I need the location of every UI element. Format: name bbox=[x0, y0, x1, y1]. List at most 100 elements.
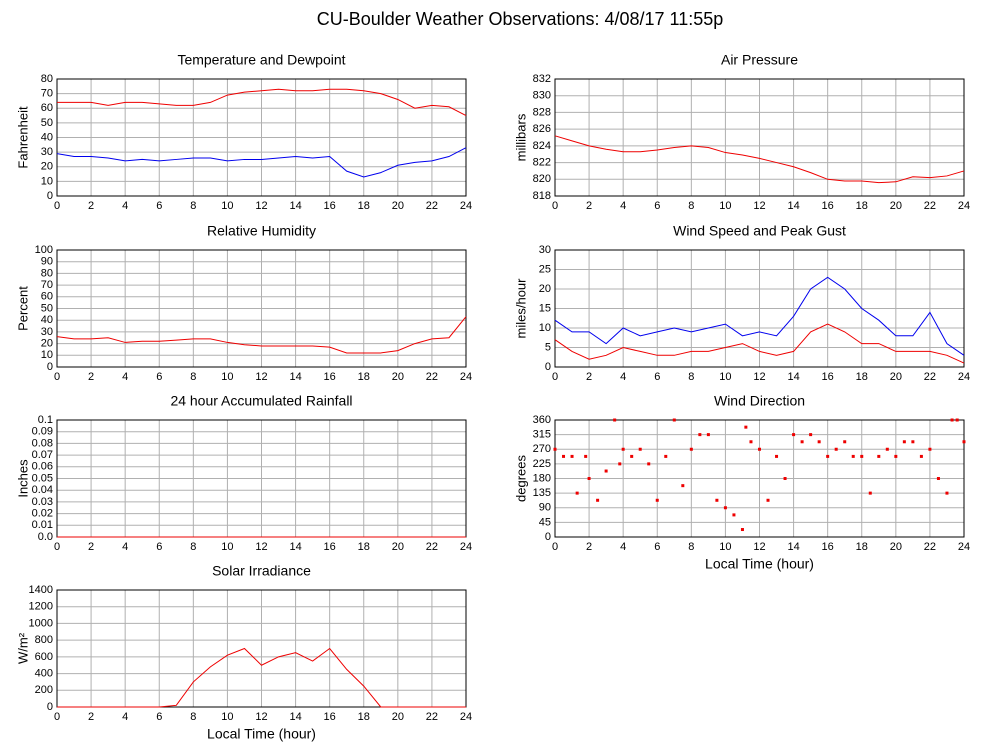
x-tick-label: 4 bbox=[122, 200, 128, 212]
x-tick-label: 12 bbox=[753, 541, 765, 553]
data-point bbox=[553, 447, 557, 451]
x-tick-label: 20 bbox=[890, 200, 902, 212]
y-tick-label: 0 bbox=[47, 701, 53, 713]
x-tick-label: 8 bbox=[688, 200, 694, 212]
y-tick-label: 30 bbox=[539, 244, 551, 256]
y-tick-label: 826 bbox=[533, 123, 551, 135]
data-point bbox=[672, 418, 676, 422]
x-tick-label: 16 bbox=[822, 200, 834, 212]
chart-title: 24 hour Accumulated Rainfall bbox=[170, 393, 352, 409]
data-point bbox=[604, 469, 608, 473]
x-tick-label: 2 bbox=[586, 541, 592, 553]
x-tick-label: 22 bbox=[426, 371, 438, 383]
x-tick-label: 20 bbox=[392, 711, 404, 723]
x-tick-label: 12 bbox=[255, 711, 267, 723]
x-tick-label: 18 bbox=[856, 200, 868, 212]
y-tick-label: 15 bbox=[539, 302, 551, 314]
data-point bbox=[570, 454, 574, 458]
x-tick-label: 22 bbox=[924, 371, 936, 383]
x-tick-label: 24 bbox=[460, 711, 472, 723]
x-tick-label: 14 bbox=[787, 200, 799, 212]
x-tick-label: 16 bbox=[324, 711, 336, 723]
y-axis-label: Percent bbox=[15, 286, 30, 331]
data-point bbox=[775, 454, 779, 458]
x-axis-label: Local Time (hour) bbox=[207, 726, 316, 742]
y-axis-label: Fahrenheit bbox=[15, 106, 30, 169]
y-tick-label: 180 bbox=[533, 472, 551, 484]
x-axis-label: Local Time (hour) bbox=[705, 556, 814, 572]
data-point bbox=[575, 491, 579, 495]
data-point bbox=[783, 477, 787, 480]
x-tick-label: 0 bbox=[552, 371, 558, 383]
x-tick-label: 18 bbox=[358, 711, 370, 723]
x-tick-label: 4 bbox=[620, 541, 626, 553]
y-tick-label: 20 bbox=[41, 338, 53, 350]
data-point bbox=[715, 498, 719, 502]
x-tick-label: 4 bbox=[122, 541, 128, 553]
x-tick-label: 20 bbox=[890, 541, 902, 553]
y-tick-label: 818 bbox=[533, 190, 551, 202]
data-point bbox=[919, 454, 923, 458]
y-tick-label: 0.09 bbox=[32, 426, 53, 438]
data-line bbox=[554, 276, 965, 356]
chart-title: Temperature and Dewpoint bbox=[177, 52, 345, 68]
y-tick-label: 50 bbox=[41, 117, 53, 129]
data-point bbox=[621, 447, 625, 451]
y-tick-label: 600 bbox=[35, 651, 53, 663]
data-line bbox=[554, 323, 965, 364]
y-tick-label: 70 bbox=[41, 279, 53, 291]
data-point bbox=[868, 491, 872, 495]
y-tick-label: 0.04 bbox=[32, 484, 53, 496]
x-tick-label: 2 bbox=[88, 711, 94, 723]
y-tick-label: 0.08 bbox=[32, 437, 53, 449]
data-point bbox=[732, 513, 736, 517]
y-tick-label: 0 bbox=[47, 190, 53, 202]
x-tick-label: 24 bbox=[958, 541, 970, 553]
x-tick-label: 0 bbox=[54, 541, 60, 553]
x-tick-label: 2 bbox=[88, 541, 94, 553]
y-tick-label: 0 bbox=[47, 361, 53, 373]
x-tick-label: 4 bbox=[620, 200, 626, 212]
y-tick-label: 0.02 bbox=[32, 508, 53, 520]
y-tick-label: 824 bbox=[533, 140, 551, 152]
y-tick-label: 1400 bbox=[29, 584, 53, 596]
x-tick-label: 8 bbox=[190, 711, 196, 723]
y-tick-label: 80 bbox=[41, 73, 53, 85]
y-tick-label: 45 bbox=[539, 516, 551, 528]
data-point bbox=[618, 462, 622, 466]
x-tick-label: 12 bbox=[255, 371, 267, 383]
y-tick-label: 20 bbox=[539, 283, 551, 295]
x-tick-label: 8 bbox=[688, 541, 694, 553]
y-tick-label: 1200 bbox=[29, 601, 53, 613]
data-point bbox=[596, 498, 600, 502]
x-tick-label: 10 bbox=[221, 371, 233, 383]
plot-frame bbox=[56, 589, 467, 708]
y-tick-label: 80 bbox=[41, 267, 53, 279]
x-tick-label: 16 bbox=[822, 371, 834, 383]
data-point bbox=[681, 484, 685, 488]
y-tick-label: 225 bbox=[533, 458, 551, 470]
data-point bbox=[817, 440, 821, 444]
data-point bbox=[766, 498, 770, 502]
x-tick-label: 18 bbox=[856, 541, 868, 553]
x-tick-label: 6 bbox=[156, 541, 162, 553]
data-point bbox=[950, 418, 954, 422]
y-tick-label: 135 bbox=[533, 487, 551, 499]
x-tick-label: 12 bbox=[255, 541, 267, 553]
x-tick-label: 24 bbox=[460, 371, 472, 383]
y-axis-label: miles/hour bbox=[513, 278, 528, 339]
data-point bbox=[706, 433, 710, 437]
x-tick-label: 22 bbox=[924, 541, 936, 553]
y-tick-label: 100 bbox=[35, 244, 53, 256]
data-point bbox=[758, 447, 761, 451]
data-point bbox=[744, 425, 748, 429]
y-tick-label: 830 bbox=[533, 90, 551, 102]
x-tick-label: 20 bbox=[392, 200, 404, 212]
x-tick-label: 14 bbox=[289, 371, 301, 383]
y-tick-label: 800 bbox=[35, 634, 53, 646]
x-tick-label: 20 bbox=[890, 371, 902, 383]
data-point bbox=[655, 498, 659, 502]
x-tick-label: 20 bbox=[392, 541, 404, 553]
x-tick-label: 18 bbox=[358, 541, 370, 553]
